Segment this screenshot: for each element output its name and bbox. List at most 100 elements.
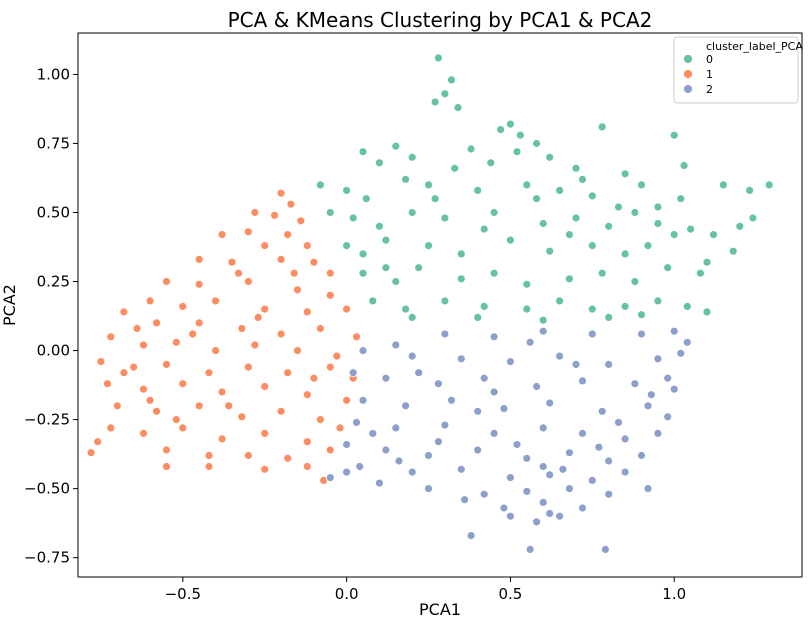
- scatter-point-cluster-1: [106, 332, 116, 342]
- scatter-point-cluster-1: [296, 216, 306, 226]
- scatter-point-cluster-2: [620, 467, 630, 477]
- scatter-point-cluster-2: [663, 412, 673, 422]
- scatter-point-cluster-2: [381, 445, 391, 455]
- scatter-point-cluster-0: [637, 310, 646, 320]
- scatter-point-cluster-1: [204, 368, 214, 378]
- legend-label-2: 2: [706, 83, 713, 96]
- legend-marker-1: [683, 69, 693, 79]
- scatter-point-cluster-1: [234, 268, 243, 278]
- scatter-point-cluster-1: [342, 395, 352, 405]
- scatter-point-cluster-0: [696, 268, 705, 278]
- x-axis: −0.5 0.0 0.5 1.0: [165, 577, 686, 603]
- scatter-point-cluster-2: [676, 348, 686, 358]
- scatter-point-cluster-1: [302, 437, 312, 447]
- scatter-point-cluster-1: [178, 423, 188, 433]
- scatter-point-cluster-0: [407, 152, 417, 162]
- scatter-point-cluster-2: [555, 511, 564, 521]
- scatter-point-cluster-2: [358, 346, 368, 356]
- scatter-point-cluster-0: [424, 241, 433, 251]
- scatter-point-cluster-1: [260, 304, 270, 314]
- scatter-point-cluster-0: [604, 312, 614, 322]
- scatter-point-cluster-2: [473, 406, 483, 416]
- scatter-point-cluster-0: [637, 180, 646, 190]
- scatter-point-cluster-1: [194, 318, 204, 328]
- scatter-point-cluster-2: [532, 382, 541, 391]
- scatter-point-cluster-1: [194, 401, 204, 411]
- scatter-point-cluster-1: [243, 227, 253, 237]
- scatter-point-cluster-2: [407, 467, 417, 477]
- scatter-point-cluster-2: [669, 384, 679, 394]
- scatter-point-cluster-2: [565, 484, 574, 494]
- scatter-point-cluster-0: [587, 304, 597, 314]
- scatter-point-cluster-2: [505, 511, 515, 521]
- scatter-point-cluster-0: [643, 241, 653, 251]
- scatter-point-cluster-0: [374, 221, 384, 231]
- scatter-point-cluster-0: [433, 53, 443, 63]
- scatter-point-cluster-0: [505, 119, 515, 129]
- scatter-point-cluster-0: [407, 208, 417, 217]
- scatter-point-cluster-2: [352, 417, 361, 427]
- scatter-point-cluster-2: [578, 503, 587, 513]
- scatter-point-cluster-0: [374, 158, 384, 168]
- scatter-point-cluster-0: [424, 180, 433, 190]
- scatter-point-cluster-1: [283, 368, 293, 378]
- y-axis: −0.75 −0.50 −0.25 0.00 0.25 0.50 0.75 1.00: [24, 65, 78, 567]
- scatter-point-cluster-0: [401, 304, 411, 314]
- scatter-point-cluster-2: [499, 503, 509, 513]
- scatter-point-cluster-0: [466, 144, 476, 154]
- scatter-point-cluster-0: [764, 180, 774, 190]
- scatter-point-cluster-0: [532, 139, 541, 148]
- scatter-point-cluster-2: [571, 359, 581, 369]
- scatter-point-cluster-2: [433, 437, 443, 447]
- scatter-point-cluster-1: [302, 462, 312, 471]
- scatter-point-cluster-0: [653, 296, 663, 306]
- scatter-point-cluster-0: [315, 180, 325, 190]
- scatter-point-cluster-2: [604, 456, 614, 466]
- scatter-point-cluster-1: [325, 445, 335, 455]
- scatter-point-cluster-0: [702, 307, 712, 317]
- scatter-point-cluster-1: [119, 368, 129, 378]
- scatter-point-cluster-0: [522, 180, 532, 190]
- scatter-point-cluster-2: [558, 464, 568, 474]
- scatter-point-cluster-0: [401, 174, 411, 184]
- scatter-point-cluster-1: [342, 304, 352, 314]
- scatter-point-cluster-2: [489, 332, 499, 342]
- scatter-point-cluster-2: [499, 404, 509, 414]
- scatter-point-cluster-1: [152, 318, 162, 328]
- scatter-point-cluster-2: [440, 329, 450, 339]
- scatter-point-cluster-1: [96, 357, 106, 367]
- scatter-point-cluster-0: [538, 219, 548, 228]
- scatter-point-cluster-2: [604, 359, 614, 369]
- scatter-point-cluster-2: [646, 390, 656, 400]
- scatter-point-cluster-2: [525, 545, 535, 554]
- scatter-point-cluster-1: [132, 324, 142, 333]
- scatter-point-cluster-0: [342, 241, 352, 251]
- scatter-point-cluster-2: [460, 495, 470, 505]
- legend-title: cluster_label_PCA: [706, 40, 803, 53]
- scatter-point-cluster-0: [505, 235, 515, 245]
- scatter-point-cluster-0: [669, 230, 679, 240]
- x-axis-label: PCA1: [419, 600, 461, 619]
- scatter-point-cluster-1: [112, 401, 122, 411]
- scatter-point-cluster-2: [489, 387, 499, 397]
- scatter-point-cluster-0: [407, 312, 417, 322]
- scatter-point-cluster-1: [243, 277, 253, 286]
- x-tick-label: 1.0: [662, 585, 686, 603]
- scatter-point-cluster-1: [162, 359, 171, 369]
- scatter-point-cluster-1: [119, 307, 129, 317]
- scatter-point-cluster-2: [505, 473, 515, 483]
- scatter-point-cluster-0: [565, 230, 574, 240]
- scatter-point-cluster-2: [565, 448, 574, 458]
- scatter-point-cluster-0: [630, 208, 640, 217]
- scatter-point-cluster-2: [614, 417, 623, 427]
- scatter-point-cluster-1: [260, 428, 270, 438]
- scatter-point-cluster-2: [538, 497, 548, 507]
- y-tick-label: 0.25: [37, 273, 70, 291]
- scatter-point-cluster-0: [653, 219, 663, 228]
- scatter-point-cluster-2: [440, 420, 450, 430]
- scatter-point-cluster-0: [361, 194, 371, 204]
- scatter-point-cluster-0: [430, 97, 440, 107]
- scatter-point-cluster-1: [293, 285, 302, 295]
- scatter-point-cluster-2: [545, 470, 555, 480]
- scatter-point-cluster-2: [545, 398, 555, 408]
